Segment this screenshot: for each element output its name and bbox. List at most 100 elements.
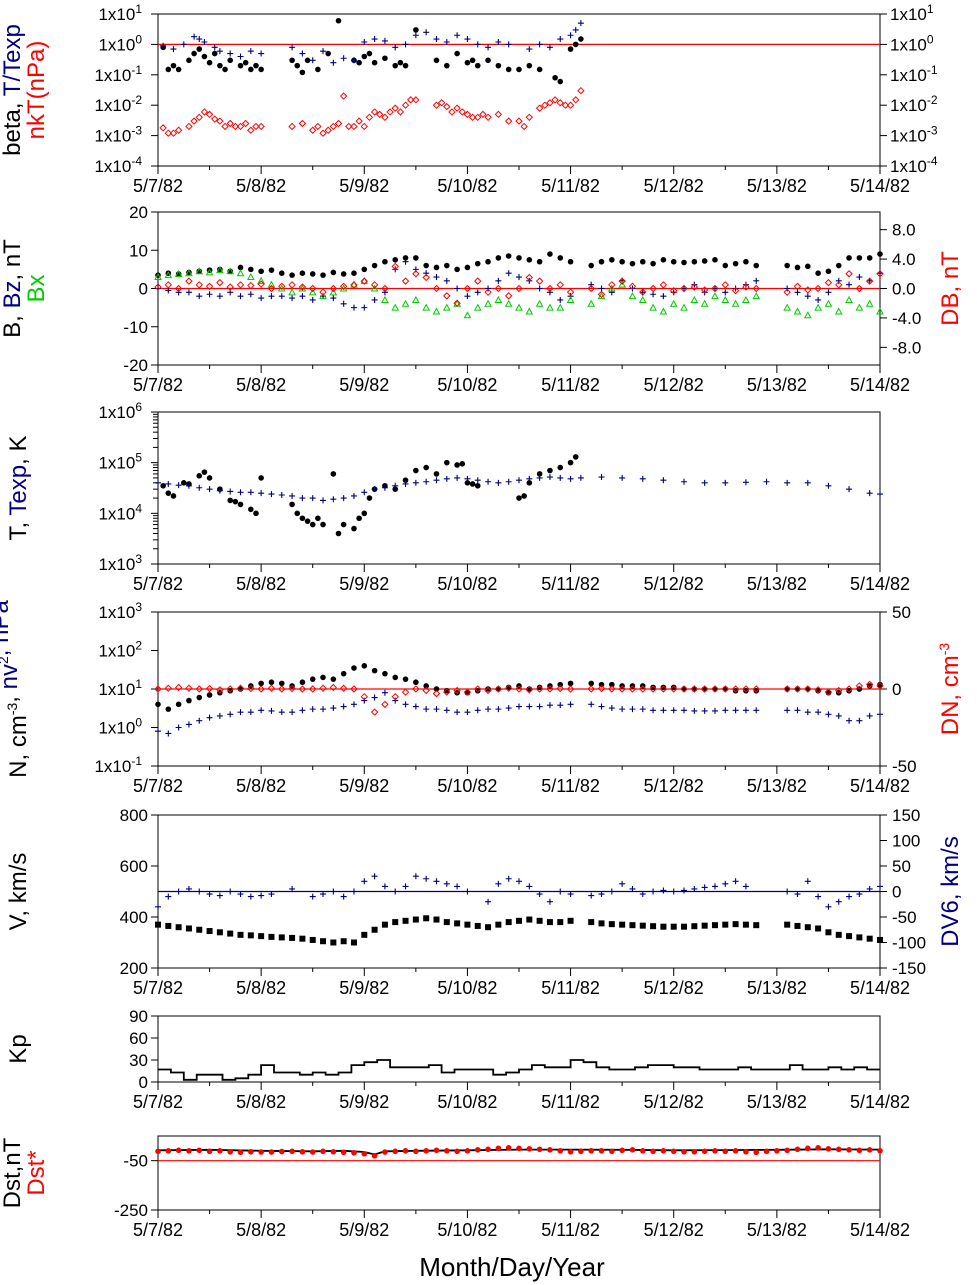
data-point: [681, 707, 688, 714]
data-point: [356, 515, 362, 522]
data-point: [557, 36, 564, 43]
data-point: [639, 288, 647, 296]
data-point: [237, 891, 244, 898]
data-point: [381, 883, 388, 890]
data-point: [412, 96, 420, 104]
data-point: [370, 284, 379, 292]
data-point: [412, 873, 419, 880]
data-point: [361, 931, 368, 938]
data-point: [732, 285, 739, 292]
data-point: [825, 903, 832, 910]
data-point: [742, 921, 749, 928]
data-point: [154, 685, 162, 693]
data-point: [185, 885, 192, 892]
data-point: [855, 303, 864, 311]
data-point: [825, 482, 832, 489]
x-tick-label: 5/10/82: [437, 776, 497, 796]
data-point: [247, 893, 254, 900]
data-point: [329, 122, 338, 131]
data-point: [423, 706, 430, 713]
right-y-tick-label: 1x10-2: [890, 93, 938, 115]
data-point: [577, 20, 584, 27]
data-point: [691, 1148, 698, 1155]
data-point: [567, 680, 574, 687]
data-point: [320, 48, 327, 55]
data-point: [371, 873, 378, 880]
data-point: [433, 916, 440, 923]
right-y-tick-label: 100: [892, 832, 920, 851]
data-point: [236, 281, 245, 289]
data-point: [516, 255, 522, 261]
data-point: [454, 709, 461, 716]
data-point: [567, 46, 574, 52]
data-point: [866, 683, 873, 689]
y-tick-label: 400: [120, 908, 148, 927]
data-point: [526, 703, 533, 710]
y-tick-label: 1x102: [98, 639, 142, 661]
data-point: [804, 479, 811, 486]
x-tick-label: 5/14/82: [850, 1220, 910, 1240]
data-point: [365, 113, 374, 122]
series-beta-TTexp: [160, 20, 584, 66]
data-point: [413, 679, 419, 686]
data-point: [216, 48, 223, 55]
y-tick-label: 1x104: [98, 501, 142, 523]
data-point: [423, 1148, 429, 1154]
data-point: [289, 934, 296, 941]
data-point: [516, 274, 522, 281]
panel-vel: 800 600 400 200 150 100 50 0 -50 -100 -150 5/7/82 5/…: [5, 806, 964, 998]
data-point: [413, 27, 419, 33]
data-point: [278, 293, 285, 300]
data-point: [155, 1148, 161, 1155]
data-point: [196, 1147, 203, 1154]
y-tick-label: 1x100: [98, 716, 142, 738]
data-point: [628, 685, 637, 693]
data-point: [546, 289, 553, 296]
data-point: [186, 57, 192, 64]
data-point: [711, 284, 719, 293]
data-point: [474, 62, 481, 69]
data-point: [258, 268, 264, 275]
x-tick-label: 5/12/82: [644, 574, 704, 594]
data-point: [201, 38, 208, 45]
data-point: [391, 692, 399, 701]
data-point: [526, 62, 533, 69]
data-point: [433, 36, 440, 43]
data-point: [242, 59, 249, 66]
data-point: [485, 898, 492, 905]
x-tick-label: 5/10/82: [437, 1092, 497, 1112]
data-point: [443, 38, 450, 45]
data-point: [165, 490, 172, 496]
data-point: [381, 700, 389, 709]
data-point: [495, 686, 502, 692]
data-point: [608, 685, 616, 693]
data-point: [227, 497, 233, 504]
data-point: [474, 1147, 481, 1153]
data-point: [423, 875, 430, 882]
data-point: [877, 251, 883, 257]
data-point: [618, 277, 626, 285]
data-point: [444, 459, 450, 466]
data-point: [196, 694, 203, 701]
data-point: [382, 670, 388, 677]
right-y-tick-label: 1x10-3: [890, 124, 938, 146]
data-point: [392, 697, 399, 704]
data-point: [216, 929, 223, 936]
panel-mag: 20 10 0 -10 -20 8.0 4.0 0.0 -4.0 -8.0 5/7/82 5/8/82…: [0, 203, 964, 395]
data-point: [299, 707, 306, 714]
data-point: [448, 108, 456, 116]
data-point: [350, 122, 358, 131]
data-point: [381, 289, 388, 296]
data-point: [309, 271, 316, 277]
data-point: [866, 712, 873, 719]
data-point: [722, 707, 729, 714]
data-point: [804, 924, 811, 931]
data-point: [732, 921, 739, 928]
data-point: [536, 258, 543, 265]
data-point: [639, 1148, 646, 1154]
x-tick-label: 5/14/82: [850, 375, 910, 395]
data-point: [340, 271, 347, 277]
data-point: [185, 122, 193, 131]
data-point: [268, 1149, 275, 1155]
data-point: [638, 295, 647, 303]
